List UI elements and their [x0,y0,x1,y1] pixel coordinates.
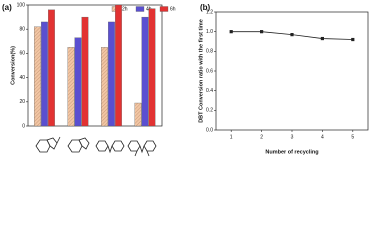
bar [81,16,89,127]
bar [108,21,115,127]
x-tick-label: 3 [291,134,294,140]
bar [41,21,48,127]
y-tick-label: 0.2 [206,108,213,114]
legend-swatch [135,6,145,12]
y-tick-label: 60 [19,51,25,57]
marker [351,37,355,42]
x-axis-label: Number of recycling [265,149,318,155]
legend-label: 2h [122,6,128,12]
plot-frame [215,11,369,131]
panel-label: (b) [200,3,211,12]
y-tick-label: 20 [19,99,25,105]
bar [67,47,75,127]
y-tick-label: 0.0 [206,127,213,133]
y-tick-label: 40 [19,75,25,81]
y-tick-label: 0 [22,123,25,129]
bar [48,9,55,127]
y-tick-label: 1.2 [206,9,213,15]
marker [260,30,264,34]
molecule-icons [35,136,157,157]
y-tick-label: 0.8 [206,49,213,55]
y-axis-label: Conversion(%) [10,46,16,85]
marker [229,30,233,34]
marker [320,36,324,41]
y-tick-label: 0.6 [206,68,213,74]
y-tick-label: 0.4 [206,88,213,94]
x-tick-label: 4 [321,134,324,140]
bar [115,4,122,127]
bar [134,102,142,127]
bar [148,8,156,127]
y-axis-label: DBT Conversion ratio with the first time [198,19,204,123]
bar [101,47,108,127]
bar [74,37,82,127]
y-tick-label: 100 [17,2,26,8]
y-tick-label: 1.0 [206,29,213,35]
bar [34,26,41,127]
plot-frame [27,4,163,127]
y-tick-label: 80 [19,27,25,33]
marker [290,33,294,37]
panel-label: (a) [2,3,12,12]
figure: (a)Conversion(%)0204060801002h4h6h(b)DBT… [2,2,369,157]
x-tick-label: 2 [260,134,263,140]
legend-swatch [159,6,169,12]
x-tick-label: 1 [230,134,233,140]
x-tick-label: 5 [351,134,354,140]
legend-label: 6h [170,6,176,12]
bar [141,16,149,127]
